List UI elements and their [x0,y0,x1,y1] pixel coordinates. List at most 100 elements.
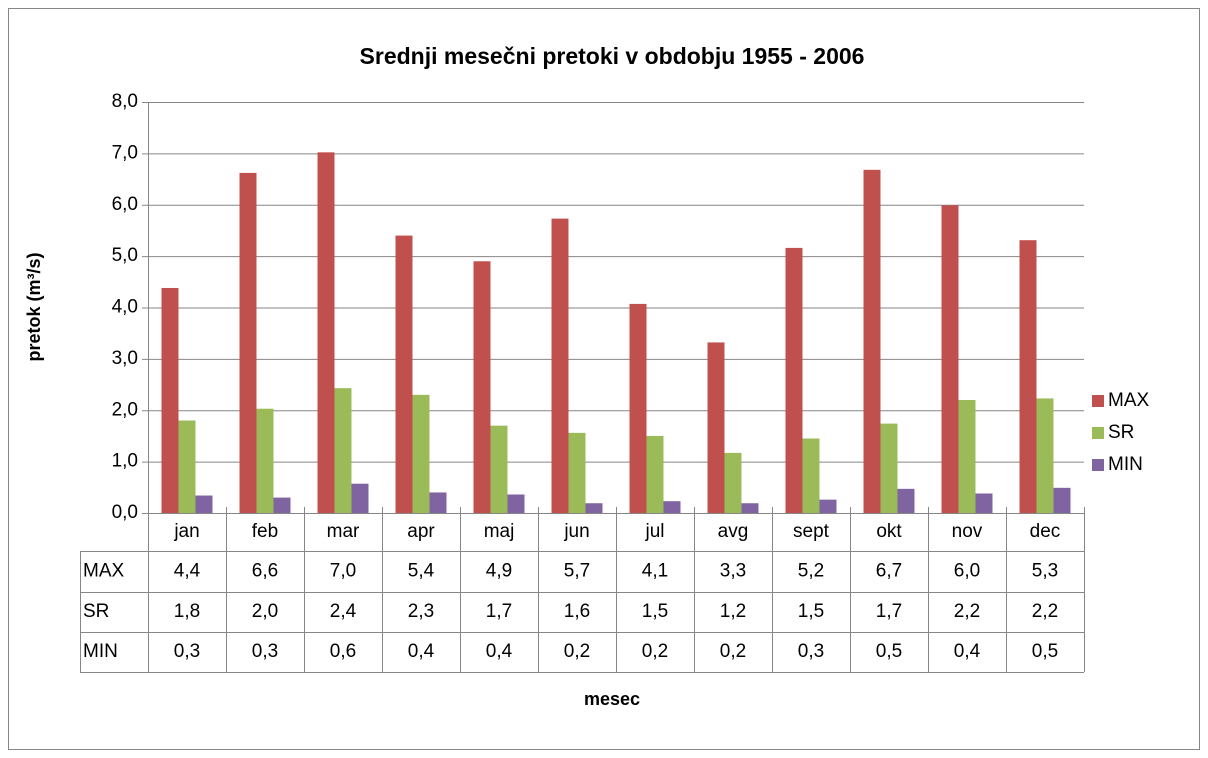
table-cell: 1,2 [720,601,746,622]
legend-swatch [1092,395,1104,407]
bar [507,494,525,513]
bar [958,399,976,513]
x-axis-label: mesec [584,689,640,709]
table-row-label: SR [83,601,109,622]
table-cell: 0,5 [876,641,902,662]
bar [802,438,820,513]
bar [1019,240,1037,514]
table-cell: 2,0 [252,601,278,622]
table-cell: 6,6 [252,561,278,582]
table-cell: 0,3 [798,641,824,662]
bar [490,425,508,513]
table-row-label: MAX [83,561,125,582]
table-cell: 2,4 [330,601,357,622]
x-tick-label: jul [644,521,664,542]
x-tick-label: jan [173,521,199,542]
x-tick-label: nov [952,521,983,542]
y-tick-label: 8,0 [112,91,138,112]
bar [724,452,742,513]
bar [195,495,213,513]
bar [334,388,352,513]
chart-border [8,8,1200,750]
bar [256,408,274,513]
bar [629,303,647,513]
table-cell: 1,8 [174,601,200,622]
table-cell: 1,7 [876,601,902,622]
bar [239,172,257,513]
x-tick-label: sept [793,521,830,542]
table-cell: 4,4 [174,561,201,582]
table-cell: 1,5 [642,601,668,622]
bar [395,235,413,513]
y-tick-label: 6,0 [112,194,138,215]
table-row-label: MIN [83,641,118,662]
table-cell: 7,0 [330,561,356,582]
bar [880,423,898,513]
table-cell: 3,3 [720,561,746,582]
y-tick-label: 3,0 [112,348,138,369]
bar [707,342,725,513]
bar [585,503,603,513]
table-cell: 4,9 [486,561,512,582]
y-tick-label: 5,0 [112,245,138,266]
table-cell: 5,3 [1032,561,1058,582]
table-cell: 6,7 [876,561,902,582]
bar [785,247,803,513]
x-tick-label: okt [876,521,902,542]
table-cell: 5,7 [564,561,590,582]
table-cell: 0,5 [1032,641,1058,662]
table-cell: 2,3 [408,601,434,622]
table-cell: 0,2 [642,641,668,662]
table-cell: 1,5 [798,601,824,622]
y-tick-label: 0,0 [112,502,138,523]
bar [568,432,586,513]
table-cell: 5,4 [408,561,435,582]
bar [317,152,335,513]
table-cell: 0,3 [174,641,200,662]
table-cell: 0,4 [486,641,513,662]
bar [412,394,430,513]
table-cell: 0,2 [720,641,746,662]
bar [429,492,447,513]
bar [551,218,569,513]
chart-title: Srednji mesečni pretoki v obdobju 1955 -… [360,43,865,69]
bar [473,261,491,513]
table-cell: 2,2 [1032,601,1058,622]
table-cell: 4,1 [642,561,668,582]
legend-label: SR [1108,422,1134,443]
table-cell: 0,2 [564,641,590,662]
x-tick-label: maj [484,521,515,542]
y-tick-label: 4,0 [112,297,138,318]
table-cell: 6,0 [954,561,980,582]
bar [178,420,196,513]
legend-swatch [1092,459,1104,471]
table-cell: 0,4 [408,641,435,662]
table-cell: 5,2 [798,561,824,582]
legend-label: MIN [1108,454,1143,475]
table-cell: 0,3 [252,641,278,662]
table-cell: 2,2 [954,601,980,622]
table-cell: 0,4 [954,641,981,662]
legend-swatch [1092,427,1104,439]
y-axis-label: pretok (m³/s) [24,252,44,361]
bar [863,169,881,513]
x-tick-label: apr [407,521,435,542]
table-cell: 1,6 [564,601,590,622]
x-tick-label: jun [563,521,589,542]
bar [663,501,681,513]
x-tick-label: avg [718,521,749,542]
bar [1053,487,1071,513]
table-cell: 1,7 [486,601,512,622]
bar [1036,398,1054,513]
x-tick-label: feb [252,521,278,542]
y-tick-label: 7,0 [112,142,138,163]
bar [975,493,993,513]
bar [351,483,369,513]
y-tick-label: 1,0 [112,451,138,472]
bar [646,435,664,513]
bar [741,503,759,513]
bar [819,499,837,513]
bar [273,497,291,513]
y-tick-label: 2,0 [112,399,138,420]
